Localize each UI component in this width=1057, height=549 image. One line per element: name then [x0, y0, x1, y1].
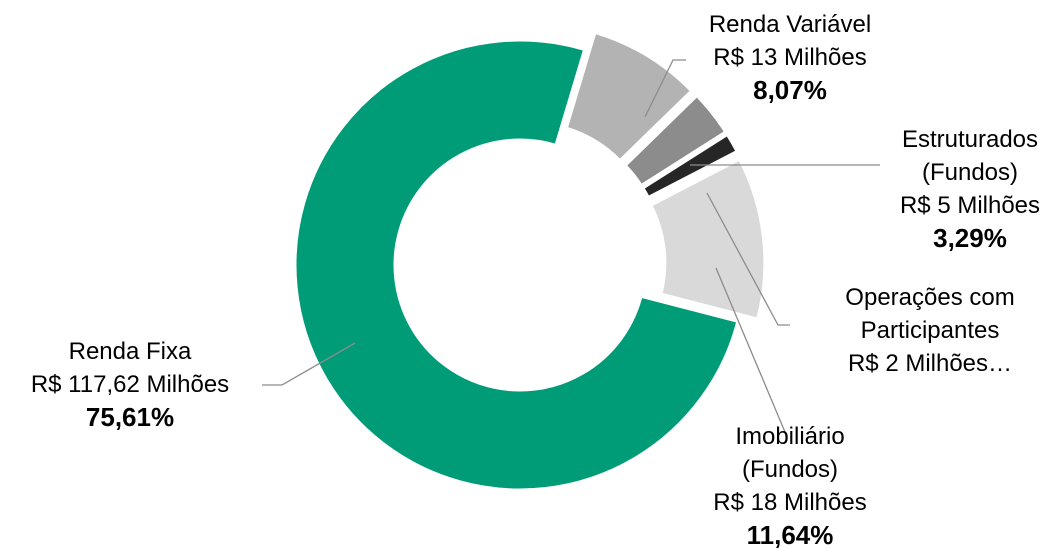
slice-percent: 8,07% — [753, 75, 827, 105]
slice-name: Estruturados (Fundos) — [901, 126, 1039, 186]
slice-label: Imobiliário (Fundos) R$ 18 Milhões 11,64% — [690, 420, 890, 549]
slice-amount: R$ 2 Milhões… — [847, 350, 1013, 377]
slice-label: Renda Variável R$ 13 Milhões 8,07% — [680, 8, 900, 107]
donut-slice — [293, 38, 740, 492]
slice-amount: R$ 117,62 Milhões — [30, 371, 230, 398]
slice-label: Renda Fixa R$ 117,62 Milhões 75,61% — [0, 335, 260, 434]
donut-slice — [564, 30, 694, 163]
slice-label: Operações com Participantes R$ 2 Milhões… — [820, 281, 1040, 380]
slice-label: Estruturados (Fundos) R$ 5 Milhões 3,29% — [870, 123, 1057, 255]
leader-line — [262, 342, 356, 386]
donut-slice — [648, 157, 767, 321]
leader-line — [644, 59, 686, 118]
slice-amount: R$ 5 Milhões — [899, 192, 1041, 219]
slice-name: Imobiliário (Fundos) — [735, 423, 845, 483]
slice-percent: 11,64% — [746, 520, 834, 549]
slice-name: Operações com Participantes — [845, 284, 1015, 344]
donut-slice — [623, 93, 728, 188]
slice-name: Renda Variável — [708, 11, 872, 38]
slice-percent: 75,61% — [85, 402, 175, 432]
slice-percent: 3,29% — [933, 223, 1007, 253]
slice-name: Renda Fixa — [68, 338, 192, 365]
slice-amount: R$ 13 Milhões — [713, 44, 867, 71]
leader-line — [706, 192, 790, 326]
donut-slice — [640, 132, 740, 200]
leader-line — [715, 267, 786, 433]
slice-amount: R$ 18 Milhões — [713, 489, 867, 516]
